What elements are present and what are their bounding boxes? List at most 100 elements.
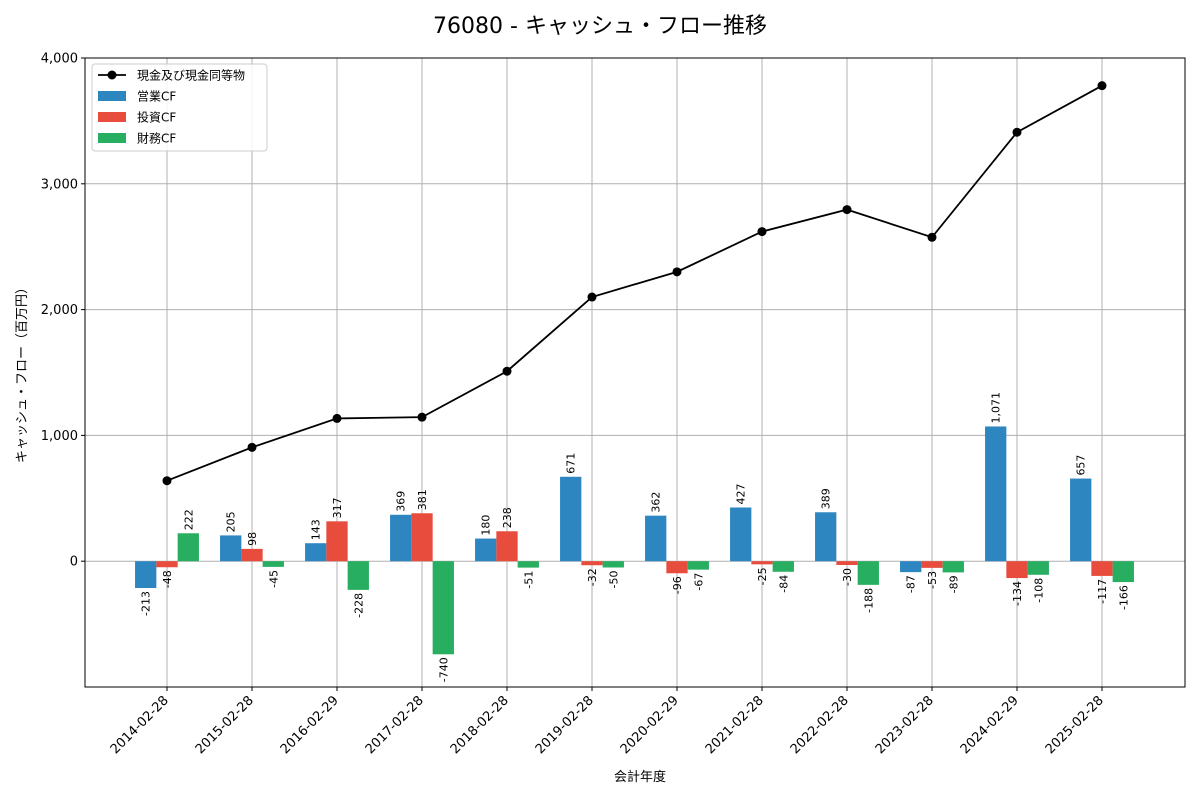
bar-value-label: 671	[565, 453, 578, 474]
cash-point	[672, 267, 682, 277]
cash-point	[927, 232, 937, 242]
bar-value-label: -51	[522, 571, 535, 589]
legend-label: 現金及び現金同等物	[137, 68, 245, 83]
bar-investing	[836, 561, 858, 565]
bar-financing	[1112, 561, 1134, 583]
x-tick-label: 2023-02-28	[873, 693, 937, 757]
plot-frame	[84, 57, 1186, 688]
cash-point	[587, 292, 597, 302]
bar-financing	[687, 561, 709, 570]
y-tick-label: 3,000	[41, 177, 78, 192]
cash-point	[162, 476, 172, 486]
bar-value-label: -87	[905, 575, 918, 593]
bar-value-label: -740	[437, 657, 450, 682]
legend-bar-swatch	[98, 133, 126, 143]
bar-operating	[1070, 478, 1092, 562]
legend-bar-swatch	[98, 91, 126, 101]
bar-value-label: 317	[331, 497, 344, 518]
bar-value-label: -108	[1032, 578, 1045, 603]
bar-financing	[857, 561, 879, 585]
bar-value-label: -134	[1011, 581, 1024, 606]
bar-operating	[390, 514, 412, 562]
bar-value-label: 238	[501, 507, 514, 528]
bar-investing	[1091, 561, 1113, 576]
bar-value-label: 1,071	[990, 392, 1003, 423]
bar-financing	[262, 561, 284, 567]
y-tick-label: 2,000	[41, 303, 78, 318]
cash-point	[842, 205, 852, 215]
bar-value-label: -166	[1117, 585, 1130, 610]
bars	[135, 426, 1134, 655]
y-tick-label: 4,000	[41, 52, 78, 67]
bar-value-label: -117	[1096, 579, 1109, 604]
bar-value-label: -89	[947, 575, 960, 593]
bar-value-label: -30	[841, 568, 854, 586]
legend-label: 営業CF	[137, 90, 176, 104]
bar-value-label: -50	[607, 570, 620, 588]
bar-value-label: -25	[756, 567, 769, 585]
x-tick-label: 2021-02-28	[703, 693, 767, 757]
bar-financing	[177, 533, 199, 562]
cash-line	[162, 81, 1107, 486]
cash-point	[1012, 127, 1022, 137]
bar-value-label: -84	[777, 575, 790, 593]
legend-box	[91, 63, 268, 152]
bar-value-label: -228	[352, 593, 365, 618]
bar-operating	[645, 515, 667, 562]
bar-operating	[985, 426, 1007, 562]
x-tick-label: 2022-02-28	[788, 693, 852, 757]
bar-financing	[1027, 561, 1049, 575]
bar-operating	[135, 561, 157, 588]
bar-investing	[326, 521, 348, 562]
bar-investing	[581, 561, 603, 566]
y-axis-label: キャッシュ・フロー（百万円）	[15, 281, 30, 463]
bar-value-label: 369	[395, 491, 408, 512]
bar-value-label: -188	[862, 588, 875, 613]
cash-point	[332, 413, 342, 423]
bar-value-label: -45	[267, 570, 280, 588]
bar-financing	[602, 561, 624, 568]
x-tick-label: 2016-02-29	[278, 693, 342, 757]
cash-point	[247, 442, 257, 452]
bar-value-label: 381	[416, 489, 429, 510]
bar-financing	[432, 561, 454, 655]
bar-value-label: -96	[671, 576, 684, 594]
bar-financing	[772, 561, 794, 572]
bar-investing	[1006, 561, 1028, 579]
cash-point	[502, 366, 512, 376]
x-tick-label: 2014-02-28	[108, 693, 172, 757]
y-tick-label: 1,000	[41, 429, 78, 444]
x-tick-label: 2024-02-29	[958, 693, 1022, 757]
bar-value-label: -213	[140, 591, 153, 616]
cash-point	[417, 412, 427, 422]
x-tick-label: 2018-02-28	[448, 693, 512, 757]
bar-operating	[475, 538, 497, 562]
bar-operating	[900, 561, 922, 573]
bar-financing	[347, 561, 369, 590]
legend-bar-swatch	[98, 112, 126, 122]
legend-marker	[107, 70, 117, 80]
bar-value-label: 98	[246, 532, 259, 546]
bar-value-label: 143	[310, 519, 323, 540]
cash-line-path	[166, 84, 1103, 482]
bar-value-label: 362	[650, 492, 663, 513]
bar-value-label: -67	[692, 573, 705, 591]
x-tick-label: 2015-02-28	[193, 693, 257, 757]
bar-value-label: 222	[182, 509, 195, 530]
bar-financing	[517, 561, 539, 568]
bar-operating	[220, 535, 242, 562]
legend-label: 投資CF	[137, 110, 176, 125]
bar-investing	[241, 548, 263, 562]
x-tick-label: 2019-02-28	[533, 693, 597, 757]
bar-investing	[666, 561, 688, 574]
bar-investing	[411, 513, 433, 562]
bar-investing	[921, 561, 943, 568]
bar-value-label: -32	[586, 568, 599, 586]
y-axis: 0 1,000 2,000 3,000 4,000	[41, 52, 85, 570]
bar-financing	[942, 561, 964, 573]
bar-operating	[560, 476, 582, 562]
bar-operating	[815, 512, 837, 562]
bar-value-label: 205	[225, 511, 238, 532]
bar-value-label: 389	[820, 488, 833, 509]
